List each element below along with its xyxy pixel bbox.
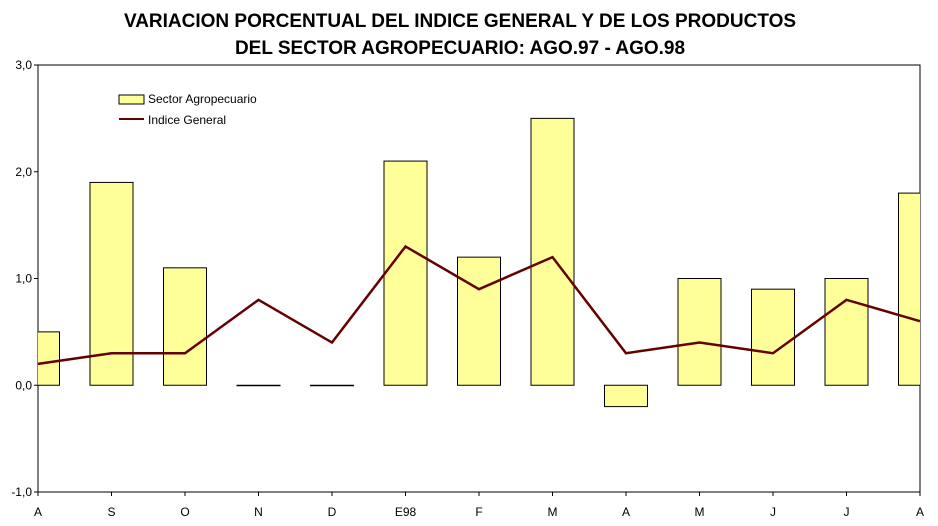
indice-general-line bbox=[37, 244, 921, 366]
y-axis: 3,0 2,0 1,0 0,0 -1,0 bbox=[11, 58, 38, 499]
x-tick-label: M bbox=[695, 505, 705, 519]
bar-11 bbox=[751, 288, 795, 386]
x-tick-label: J bbox=[844, 505, 850, 519]
x-tick-label: N bbox=[254, 505, 263, 519]
x-axis: A S O N D E98 F M A M J J A bbox=[34, 492, 924, 519]
legend: Sector Agropecuario Indice General bbox=[118, 92, 257, 127]
legend-bar-label: Sector Agropecuario bbox=[148, 92, 257, 106]
bar-7 bbox=[457, 256, 501, 386]
y-tick-label: 1,0 bbox=[15, 272, 32, 286]
x-tick-label: D bbox=[328, 505, 337, 519]
y-tick-label: -1,0 bbox=[11, 485, 32, 499]
x-tick-label: A bbox=[916, 505, 924, 519]
bar-1 bbox=[38, 331, 60, 386]
bar-9 bbox=[604, 384, 648, 408]
bar-13 bbox=[898, 192, 920, 386]
x-tick-label: O bbox=[180, 505, 189, 519]
bar-6 bbox=[383, 160, 428, 386]
y-tick-label: 0,0 bbox=[15, 378, 32, 392]
x-tick-label: S bbox=[107, 505, 115, 519]
y-tick-label: 3,0 bbox=[15, 58, 32, 72]
legend-bar-swatch bbox=[118, 94, 145, 105]
legend-line-label: Indice General bbox=[148, 113, 226, 127]
bar-12 bbox=[824, 278, 869, 386]
line-series-group bbox=[37, 244, 921, 366]
bar-series bbox=[38, 117, 920, 408]
y-tick-label: 2,0 bbox=[15, 165, 32, 179]
bar-4 bbox=[236, 384, 281, 387]
x-tick-label: F bbox=[475, 505, 482, 519]
bar-10 bbox=[677, 278, 722, 386]
bar-8 bbox=[530, 117, 575, 386]
x-tick-label: M bbox=[548, 505, 558, 519]
chart-title-line-2: DEL SECTOR AGROPECUARIO: AGO.97 - AGO.98 bbox=[234, 38, 686, 59]
chart-title: VARIACION PORCENTUAL DEL INDICE GENERAL … bbox=[0, 8, 920, 62]
chart-title-line-1: VARIACION PORCENTUAL DEL INDICE GENERAL … bbox=[123, 11, 797, 32]
x-tick-label: J bbox=[770, 505, 776, 519]
bar-3 bbox=[163, 267, 207, 386]
x-tick-label: A bbox=[622, 505, 630, 519]
bar-2 bbox=[89, 181, 134, 386]
x-tick-label: A bbox=[34, 505, 42, 519]
bar-5 bbox=[310, 384, 354, 387]
x-tick-label: E98 bbox=[395, 505, 417, 519]
